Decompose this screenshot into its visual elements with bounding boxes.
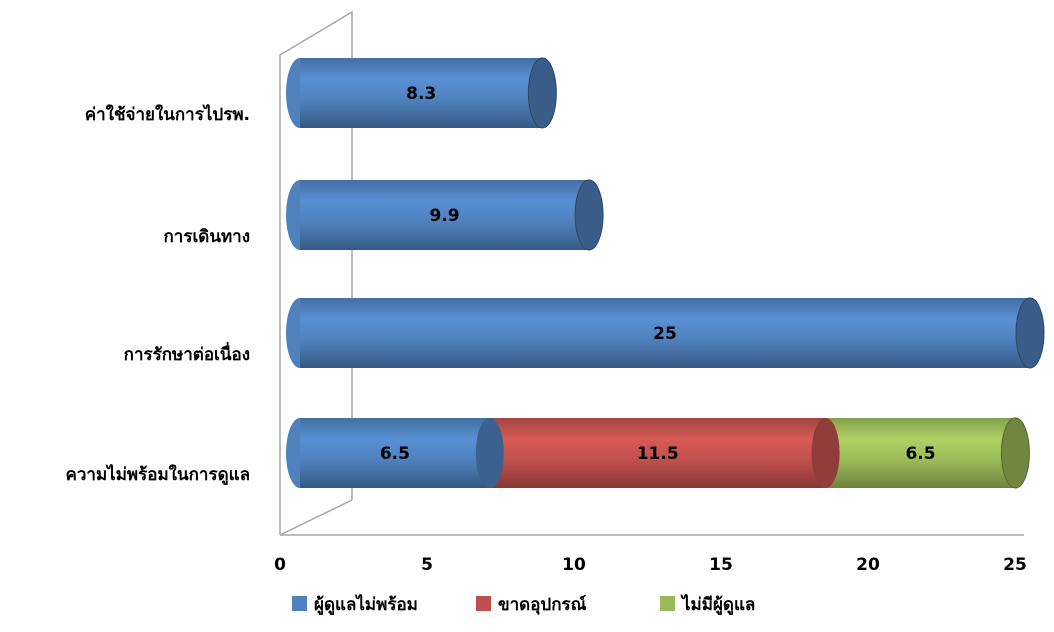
bar-end-cap xyxy=(527,57,557,129)
x-tick-label: 15 xyxy=(709,555,733,575)
legend-item: ผู้ดูแลไม่พร้อม xyxy=(292,594,418,616)
bar-ไม่มีผู้ดูแล-3 xyxy=(825,418,1016,488)
chart-frame xyxy=(279,10,1024,536)
bar-segment-edge xyxy=(811,418,840,488)
legend-swatch xyxy=(292,596,307,611)
legend-label: ไม่มีผู้ดูแล xyxy=(680,594,755,616)
floor-side-line xyxy=(279,499,353,536)
bars xyxy=(286,57,1045,489)
x-axis-ticks: 0 5 10 15 20 25 xyxy=(274,555,1027,575)
category-label: ค่าใช้จ่ายในการไปรพ. xyxy=(85,104,250,125)
bar-end-cap xyxy=(574,179,604,251)
bar-ผู้ดูแลไม่พร้อม-3 xyxy=(300,418,490,488)
bar-ขาดอุปกรณ์-3 xyxy=(489,418,826,488)
data-label: 25 xyxy=(653,324,677,344)
bar-ผู้ดูแลไม่พร้อม-1 xyxy=(300,180,590,250)
legend-swatch xyxy=(660,596,675,611)
x-tick-label: 10 xyxy=(562,555,586,575)
bar-ผู้ดูแลไม่พร้อม-2 xyxy=(300,298,1030,368)
data-label: 8.3 xyxy=(406,84,436,104)
category-labels: ค่าใช้จ่ายในการไปรพ. การเดินทางการรักษาต่… xyxy=(66,104,251,486)
data-labels: 8.3 9.9 25 6.5 11.5 6.5 xyxy=(380,84,936,464)
bar-ผู้ดูแลไม่พร้อม-0 xyxy=(300,58,543,128)
bar-segment-edge xyxy=(475,418,504,488)
data-label: 6.5 xyxy=(380,444,410,464)
category-label: การเดินทาง xyxy=(164,227,251,247)
x-tick-label: 0 xyxy=(274,555,286,575)
legend-item: ขาดอุปกรณ์ xyxy=(476,594,587,615)
data-label: 6.5 xyxy=(905,444,935,464)
x-tick-label: 5 xyxy=(421,555,433,575)
data-label: 11.5 xyxy=(637,444,679,464)
x-tick-label: 25 xyxy=(1003,555,1027,575)
legend: ผู้ดูแลไม่พร้อม ขาดอุปกรณ์ ไม่มีผู้ดูแล xyxy=(292,594,755,616)
bar-end-cap xyxy=(1000,417,1030,489)
bar-end-cap xyxy=(1015,297,1045,369)
legend-swatch xyxy=(476,596,491,611)
legend-item: ไม่มีผู้ดูแล xyxy=(660,594,755,616)
x-tick-label: 20 xyxy=(856,555,880,575)
data-label: 9.9 xyxy=(429,206,459,226)
category-label: ความไม่พร้อมในการดูแล xyxy=(66,464,251,486)
legend-label: ผู้ดูแลไม่พร้อม xyxy=(314,594,418,616)
back-wall-line xyxy=(279,10,353,535)
legend-label: ขาดอุปกรณ์ xyxy=(498,594,587,615)
category-label: การรักษาต่อเนื่อง xyxy=(124,342,250,365)
